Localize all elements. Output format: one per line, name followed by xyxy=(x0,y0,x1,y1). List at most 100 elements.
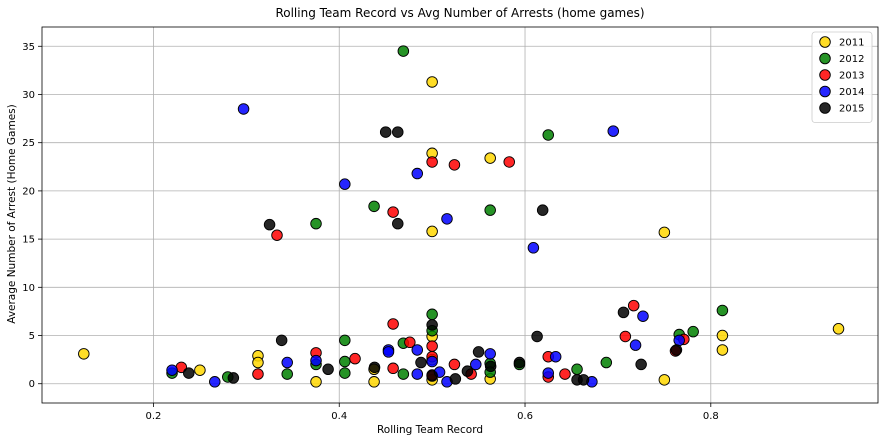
data-point xyxy=(252,368,264,380)
y-tick-label: 10 xyxy=(22,283,35,294)
x-tick-label: 0.2 xyxy=(146,411,162,422)
data-point xyxy=(322,363,334,376)
legend-label: 2011 xyxy=(839,38,864,49)
series-2015 xyxy=(183,126,683,386)
data-point xyxy=(227,372,240,384)
data-point xyxy=(426,355,438,368)
legend-marker xyxy=(819,102,831,114)
data-point xyxy=(629,339,642,351)
data-point xyxy=(716,304,729,317)
legend: 2011 2012 2013 2014 2015 xyxy=(811,31,873,123)
data-point xyxy=(658,374,671,386)
data-point xyxy=(411,368,424,380)
data-point xyxy=(426,156,438,168)
data-point xyxy=(571,363,583,376)
data-point xyxy=(271,229,283,241)
data-point xyxy=(635,358,647,371)
x-tick-label: 0.8 xyxy=(703,411,719,422)
legend-marker xyxy=(819,52,831,65)
data-point xyxy=(449,373,462,385)
data-point xyxy=(470,358,482,371)
data-point xyxy=(310,354,322,367)
data-point xyxy=(379,126,392,138)
data-point xyxy=(617,306,630,319)
data-point xyxy=(549,350,562,363)
data-point xyxy=(527,242,540,254)
data-point xyxy=(339,334,351,347)
data-point xyxy=(461,365,474,377)
data-point xyxy=(281,356,293,369)
y-tick-label: 15 xyxy=(22,235,35,246)
data-point xyxy=(448,358,461,371)
data-point xyxy=(382,346,395,358)
y-tick-label: 25 xyxy=(22,138,35,149)
data-point xyxy=(368,200,380,213)
data-point xyxy=(426,319,438,331)
data-point xyxy=(503,156,515,168)
legend-marker xyxy=(819,69,831,81)
data-point xyxy=(484,204,496,216)
data-point xyxy=(339,367,351,379)
data-point xyxy=(310,376,322,388)
grid-lines xyxy=(42,27,878,403)
data-point xyxy=(531,330,543,343)
data-point xyxy=(426,225,438,238)
data-point xyxy=(387,362,399,375)
data-point xyxy=(310,217,322,230)
data-point xyxy=(252,356,264,369)
chart-title: Rolling Team Record vs Avg Number of Arr… xyxy=(275,6,644,20)
data-point xyxy=(194,364,206,376)
x-tick-label: 0.4 xyxy=(331,411,347,422)
legend-marker xyxy=(819,85,831,98)
y-tick-label: 30 xyxy=(22,90,35,101)
data-point xyxy=(209,376,221,388)
y-tick-label: 0 xyxy=(29,379,35,390)
data-point xyxy=(627,299,640,312)
data-point xyxy=(607,125,620,137)
y-tick-label: 20 xyxy=(22,186,35,197)
data-point xyxy=(392,217,404,230)
data-point xyxy=(484,360,497,373)
data-point xyxy=(392,126,404,138)
data-point xyxy=(426,308,438,321)
data-point xyxy=(166,364,178,376)
data-point xyxy=(673,334,685,347)
data-point xyxy=(513,356,526,369)
data-point xyxy=(448,159,461,171)
x-axis-label: Rolling Team Record xyxy=(377,424,483,436)
y-tick-label: 35 xyxy=(22,42,35,53)
data-point xyxy=(832,323,845,335)
data-point xyxy=(619,330,632,343)
legend-label: 2012 xyxy=(839,54,864,65)
data-point xyxy=(368,361,381,374)
data-point xyxy=(687,325,699,338)
data-point xyxy=(237,103,250,115)
data-point xyxy=(670,344,683,356)
data-point xyxy=(716,344,729,356)
data-point xyxy=(411,344,424,356)
data-point xyxy=(183,367,195,379)
legend-label: 2015 xyxy=(839,104,864,115)
data-point xyxy=(281,368,293,380)
data-point xyxy=(411,167,424,180)
data-point xyxy=(600,356,613,369)
data-point xyxy=(484,348,496,360)
plot-frame xyxy=(41,26,879,404)
data-point xyxy=(263,218,276,231)
data-point xyxy=(339,178,351,190)
data-point xyxy=(426,370,438,382)
data-point xyxy=(78,348,90,360)
data-point xyxy=(404,336,416,349)
data-point xyxy=(536,204,549,216)
data-point xyxy=(559,368,571,380)
data-points xyxy=(78,45,845,388)
data-point xyxy=(275,334,288,347)
series-2011 xyxy=(78,76,845,388)
data-point xyxy=(637,310,649,322)
y-axis-label: Average Number of Arrest (Home Games) xyxy=(6,104,18,324)
data-point xyxy=(349,352,361,365)
data-point xyxy=(397,45,410,57)
data-point xyxy=(658,226,671,239)
legend-label: 2014 xyxy=(839,87,864,98)
